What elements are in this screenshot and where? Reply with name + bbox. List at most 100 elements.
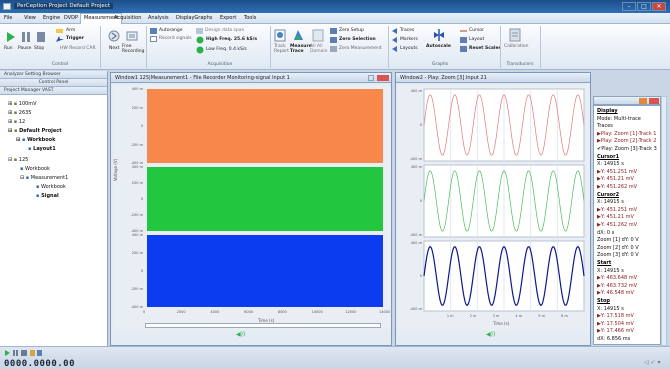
window1-y-axis-label: Voltage (V) <box>113 158 118 181</box>
layouts-button[interactable]: Layouts <box>400 46 418 51</box>
menu-dvdp[interactable]: DVDP <box>64 15 79 21</box>
zero-setup-button[interactable]: Zero Setup <box>339 28 364 33</box>
zero-setup-icon <box>330 28 337 34</box>
calibration-icon[interactable] <box>508 28 522 42</box>
zero-selection-button[interactable]: Zero Selection <box>339 37 376 42</box>
window1-scrollbar[interactable] <box>145 323 381 328</box>
menu-analysis[interactable]: Analysis <box>148 15 169 21</box>
free-recording-icon[interactable] <box>126 30 138 42</box>
tree-node-signal[interactable]: ▪ Signal <box>36 193 59 199</box>
run-button[interactable]: Run <box>4 46 13 51</box>
record-signals-checkbox[interactable] <box>150 36 157 42</box>
property-line: ▶Y: 17.504 mV <box>597 320 634 327</box>
pause-icon[interactable] <box>21 31 31 43</box>
menu-acquisition[interactable]: Acquisition <box>114 15 142 21</box>
track-report-button[interactable]: Track Report <box>274 44 289 54</box>
arm-button[interactable]: Arm <box>66 28 76 33</box>
window2-chart: 400 m 0 -400 m 400 m 0 -400 m 400 m 0 -400 m 1 m 2… <box>410 88 585 318</box>
window1-y-tick: -400 m <box>130 229 143 233</box>
right-pane-scrollbar[interactable] <box>661 96 667 346</box>
right-pane-pin-button[interactable] <box>639 98 647 104</box>
all-domain-icon[interactable] <box>312 29 324 42</box>
next-icon[interactable] <box>108 30 120 42</box>
window1-audio-icon[interactable]: ◀)) <box>236 331 246 338</box>
free-recording-button[interactable]: Free Recording <box>122 44 145 54</box>
window2-plot[interactable]: 400 m 0 -400 m 400 m 0 -400 m 400 m 0 -400 m 1 m 2… <box>398 85 590 331</box>
maximize-button[interactable]: □ <box>637 2 651 11</box>
analyzer-setting-browser-header[interactable]: Analyzer Setting Browser <box>0 71 107 79</box>
tree-node-workbook-2[interactable]: ▪ Workbook <box>20 166 50 172</box>
window2-y-tick: 400 m <box>411 89 423 93</box>
window2-y-tick: 0 <box>420 274 422 278</box>
high-freq-button[interactable]: High Freq. 25.6 kS/s <box>206 37 258 42</box>
run-icon[interactable] <box>6 31 16 43</box>
window1-plot[interactable]: Voltage (V) 400 m 200 m 0 -200 m -400 m 400 m… <box>113 85 391 331</box>
tree-node-12[interactable]: ⊞ ▪ 12 <box>8 119 26 125</box>
menu-displaygraphs[interactable]: DisplayGraphs <box>176 15 213 21</box>
track-report-icon[interactable] <box>274 29 286 42</box>
window1-close-button[interactable] <box>377 75 389 81</box>
menu-export[interactable]: Export <box>220 15 237 21</box>
window2-sine-trace <box>423 245 585 307</box>
pause-button[interactable]: Pause <box>18 46 32 51</box>
zero-measurement-button[interactable]: Zero Measurement <box>339 46 382 51</box>
tree-node-workbook-3[interactable]: ▪ Workbook <box>36 184 66 190</box>
window1-restore-button[interactable] <box>368 75 374 81</box>
menu-engine[interactable]: Engine <box>43 15 61 21</box>
low-freq-button[interactable]: Low Freq. 0.4 kS/s <box>206 47 247 52</box>
tree-node-125[interactable]: ⊟ ▪ 125 <box>8 157 29 163</box>
menu-tools[interactable]: Tools <box>244 15 257 21</box>
close-button[interactable]: ✕ <box>652 2 666 11</box>
window1-y-tick: -200 m <box>130 213 143 217</box>
trigger-button[interactable]: Trigger <box>66 36 85 41</box>
window1-recorder[interactable]: Window1 125|Measurement1 - File Recorder… <box>110 72 392 346</box>
autoscale-button[interactable]: Autoscale <box>426 44 451 49</box>
layout-dropdown[interactable]: Layout <box>469 37 485 42</box>
cursor-dropdown[interactable]: Cursor <box>469 28 484 33</box>
ribbon-toolbar: Run Pause Stop Arm Trigger HW Record CAR… <box>0 24 670 70</box>
measure-trace-icon[interactable] <box>292 28 305 42</box>
tree-node-100mv[interactable]: ⊞ ▪ 100mV <box>8 101 37 107</box>
tree-node-default-project[interactable]: ⊟ ▪ Default Project <box>8 128 62 134</box>
window1-y-tick: 400 m <box>131 87 143 91</box>
right-pane-close-button[interactable] <box>649 98 659 104</box>
group-label-acquisition: Acquisition <box>207 62 233 67</box>
window2-y-tick: 0 <box>420 123 422 127</box>
autorange-button[interactable]: Autorange <box>159 28 183 33</box>
window2-audio-icon[interactable]: ◀)) <box>486 331 496 338</box>
stop-button[interactable]: Stop <box>34 46 45 51</box>
project-manager-header[interactable]: Project Manager VAST <box>0 87 107 95</box>
design-data-span-button[interactable]: Design data span <box>205 28 245 33</box>
menu-measurement[interactable]: Measurement <box>80 13 123 24</box>
markers-button[interactable]: Markers <box>400 37 418 42</box>
tree-node-workbook[interactable]: ⊟ ▪ Workbook <box>16 137 56 143</box>
window2-title-bar[interactable]: Window2 - Play: Zoom [3] Input 21 <box>396 73 590 83</box>
tree-node-layout1[interactable]: ▪ Layout1 <box>28 146 56 152</box>
menu-view[interactable]: View <box>24 15 36 21</box>
analyzer-setting-browser-label: Analyzer Setting Browser <box>4 72 61 77</box>
calibration-button[interactable]: Calibration <box>504 44 529 49</box>
control-panel-header[interactable]: Control Panel <box>0 79 107 87</box>
stop-icon[interactable] <box>36 31 46 43</box>
menu-file[interactable]: File <box>4 15 13 21</box>
window1-title: Window1 125|Measurement1 - File Recorder… <box>115 75 290 81</box>
minimize-button[interactable]: – <box>622 2 636 11</box>
all-domain-button[interactable]: All All Domain <box>310 44 328 54</box>
reset-scales-button[interactable]: Reset Scales <box>469 46 502 51</box>
window2-x-tick: 2 m <box>470 314 477 318</box>
window2-sine-trace <box>423 94 585 156</box>
measure-trace-button[interactable]: Measure Trace <box>290 44 312 54</box>
playback-controls[interactable] <box>4 349 44 357</box>
tree-node-measurement1[interactable]: ⊟ ▪ Measurement1 <box>20 175 69 181</box>
window2-zoom[interactable]: Window2 - Play: Zoom [3] Input 21 400 m 0… <box>395 72 591 346</box>
next-button[interactable]: Next <box>109 46 120 51</box>
right-pane-header[interactable] <box>593 96 661 105</box>
zero-measurement-icon <box>330 46 337 52</box>
cursor-properties-pane: Display Mode: Multi-trace Traces ▶Play: Zoo… <box>593 105 661 345</box>
traces-button[interactable]: Traces <box>400 28 415 33</box>
tree-node-2635[interactable]: ⊞ ▪ 2635 <box>8 110 32 116</box>
window2-y-tick: -400 m <box>410 157 423 161</box>
property-line: X: 14915 s <box>597 161 624 168</box>
autoscale-icon[interactable] <box>432 28 446 42</box>
window1-title-bar[interactable]: Window1 125|Measurement1 - File Recorder… <box>111 73 391 83</box>
